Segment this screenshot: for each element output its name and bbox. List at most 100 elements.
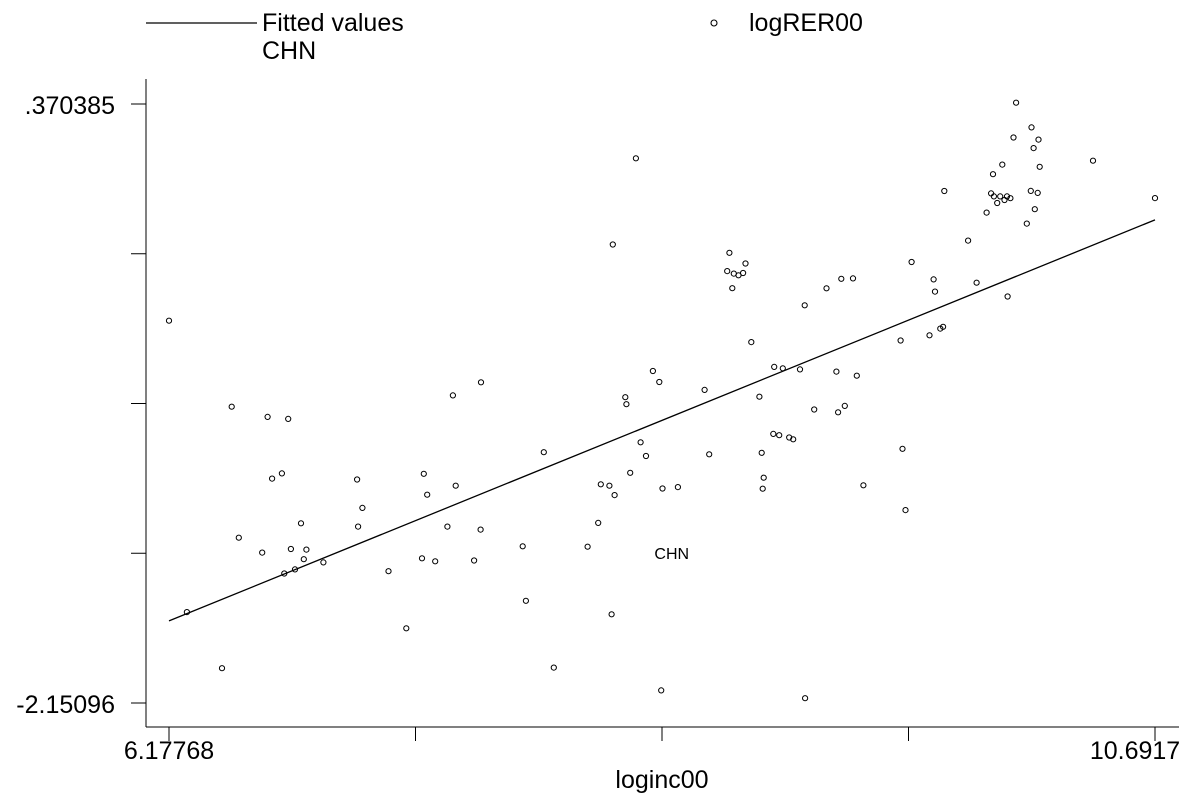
data-point [354,476,361,483]
data-point [931,288,939,295]
data-point [1007,195,1014,202]
data-point [300,556,307,563]
data-point [1027,187,1034,194]
data-point [297,520,305,527]
data-point [355,523,362,530]
data-point [642,452,650,460]
logRER00-points [165,99,1159,702]
data-point [359,504,366,511]
data-point [811,406,818,413]
data-point [1035,136,1042,143]
legend-marker-label: logRER00 [749,9,863,37]
data-point [790,436,797,443]
data-point [649,367,657,375]
data-point [742,260,749,267]
data-point [983,209,990,216]
data-point [1013,99,1020,106]
data-point [796,366,804,373]
data-point [637,439,644,446]
data-point [801,302,808,309]
data-point [999,161,1006,168]
data-point [1030,145,1037,152]
data-point [989,171,997,178]
data-point [908,258,915,266]
data-point [940,323,947,330]
data-point [550,664,557,671]
data-point [519,543,526,550]
data-point [726,249,733,256]
data-point [385,568,392,575]
data-point [926,332,933,339]
data-point [449,392,456,399]
y-axis-ticks [131,103,146,704]
data-point [627,469,634,476]
data-point [420,470,427,477]
data-point [444,523,451,530]
data-point [724,268,731,275]
data-point [452,482,459,489]
data-point [759,485,766,492]
data-point [701,386,708,393]
data-point [424,491,431,498]
data-point [902,507,909,514]
data-point [853,372,860,379]
legend-point-caption: CHN [262,37,316,65]
data-point [656,378,663,386]
data-point [477,379,485,386]
data-point [1034,189,1041,196]
data-point [849,275,857,282]
data-point [729,285,736,292]
data-point [477,526,484,533]
data-point [403,625,410,632]
y-tick-label-min: -2.15096 [16,691,115,719]
data-point [835,409,842,416]
data-point [758,449,765,456]
data-point [997,193,1004,200]
data-point [838,275,845,282]
data-point [165,317,173,324]
data-point [595,519,602,527]
fitted-values-line [168,219,1156,622]
data-point [994,199,1001,207]
data-point [771,363,778,370]
data-point [291,566,299,573]
data-point [471,557,478,564]
data-point [990,193,998,200]
x-axis-title: loginc00 [615,766,708,794]
data-point [228,403,235,410]
data-point [611,492,618,499]
data-point [285,415,292,422]
data-point [269,475,276,482]
data-point [860,482,867,489]
data-point [941,187,948,195]
data-point [622,394,629,401]
legend-marker-swatch [710,19,718,27]
data-point [658,687,665,694]
data-point [281,570,288,577]
data-point [756,393,763,400]
data-point [609,241,616,248]
data-point [432,558,439,565]
data-point [218,665,226,672]
data-point [597,481,604,488]
data-point [899,445,906,452]
data-point [833,368,840,375]
plot-area: CHN [165,99,1159,702]
data-point [1028,124,1035,131]
data-point [823,285,830,292]
x-tick-label-min: 6.17768 [124,737,214,765]
data-point [740,269,747,277]
data-point [259,549,266,556]
chn-point-label: CHN [654,546,689,563]
data-point [802,695,809,702]
data-point [760,474,767,481]
data-point [623,401,630,408]
axes: .370385 -2.15096 6.17768 10.6917 loginc0… [16,79,1180,794]
data-point [235,534,242,541]
data-point [183,609,190,616]
x-tick-label-max: 10.6917 [1090,737,1180,765]
data-point [1004,293,1011,300]
data-point [320,559,327,566]
data-point [1031,206,1038,213]
